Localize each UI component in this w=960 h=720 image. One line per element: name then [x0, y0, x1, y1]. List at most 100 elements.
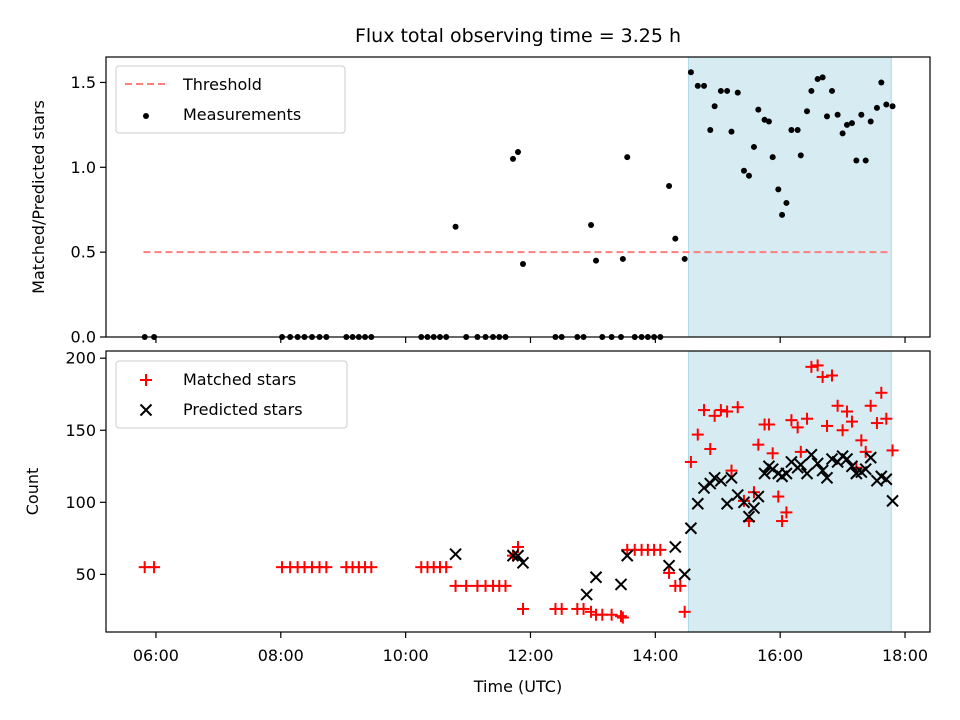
measurement-point [783, 199, 790, 206]
predicted-star-point [747, 501, 761, 515]
legend-matched-marker [140, 374, 152, 386]
predicted-star-point [580, 588, 593, 601]
measurement-point [848, 120, 855, 127]
matched-star-point [731, 401, 744, 414]
matched-star-point [864, 399, 877, 412]
legend-predicted-swatch [139, 403, 153, 417]
legend-threshold-label: Threshold [182, 75, 262, 94]
predicted-star-point [678, 568, 691, 581]
predicted-star-point [742, 510, 756, 523]
measurement-point [740, 167, 747, 174]
measurement-point [794, 126, 801, 133]
matched-star-point [791, 421, 804, 434]
matched-star-point [320, 561, 333, 574]
predicted-star-point [714, 474, 728, 487]
predicted-star-point [511, 549, 525, 562]
matched-star-point [805, 360, 818, 373]
predicted-star-point [516, 556, 530, 570]
matched-star-point [845, 415, 858, 428]
matched-star-point [708, 409, 721, 422]
measurement-point [750, 143, 757, 150]
matched-star-point [555, 602, 568, 615]
top-x-ticks [155, 337, 906, 343]
bottom-x-ticks: 06:00 08:00 10:00 12:00 14:00 16:00 18:00 [133, 632, 928, 665]
matched-star-point [663, 566, 676, 579]
measurement-point [779, 211, 786, 218]
x-tick-label: 06:00 [133, 646, 179, 665]
matched-star-point [794, 445, 807, 458]
measurement-point [878, 79, 885, 86]
y-tick-label: 1.5 [71, 73, 96, 92]
matched-star-point [825, 369, 838, 382]
matched-star-point [654, 543, 667, 556]
matched-star-point [516, 602, 529, 615]
measurement-point [681, 255, 688, 262]
matched-star-point [449, 579, 462, 592]
predicted-star-point [506, 549, 520, 562]
x-tick-label: 16:00 [757, 646, 803, 665]
x-tick-label: 10:00 [383, 646, 429, 665]
matched-star-point [880, 412, 893, 425]
measurement-point [672, 235, 679, 242]
predicted-star-point [589, 571, 603, 584]
predicted-star-point [708, 471, 721, 485]
measurement-point [843, 121, 850, 128]
measurement-point [687, 69, 694, 76]
legend-matched-swatch [140, 374, 152, 386]
y-tick-label: 0.0 [71, 328, 96, 347]
matched-star-point [811, 359, 824, 372]
matched-star-point [440, 561, 453, 574]
predicted-star-point [780, 467, 793, 480]
matched-star-point [725, 464, 738, 477]
measurement-point [788, 126, 795, 133]
measurement-point [765, 118, 772, 125]
top-legend: Threshold Measurements [115, 65, 346, 134]
predicted-star-point [752, 490, 765, 503]
measurement-point [889, 103, 896, 110]
measurement-point [724, 87, 731, 94]
predicted-star-point [621, 549, 634, 562]
top-panel: 0.0 0.5 1.0 1.5 Matched/Predicted stars Thr… [29, 56, 931, 347]
legend-predicted-label: Predicted stars [183, 400, 303, 419]
measurement-points [141, 69, 896, 340]
matched-star-point [870, 417, 883, 430]
matched-star-point [365, 561, 378, 574]
bottom-y-ticks: 50 100 150 200 [65, 349, 106, 584]
matched-star-point [752, 438, 765, 451]
measurement-point [717, 87, 724, 94]
measurement-point [666, 182, 673, 189]
matched-star-point [698, 404, 711, 417]
matched-star-point [499, 579, 512, 592]
matched-star-point [674, 579, 687, 592]
matched-star-point [875, 386, 888, 399]
measurement-point [873, 104, 880, 111]
predicted-star-point [811, 457, 824, 470]
matched-star-point [836, 424, 849, 437]
matched-star-point [840, 405, 853, 418]
measurement-point [624, 154, 631, 161]
y-tick-label: 100 [65, 493, 96, 512]
matched-star-point [762, 418, 775, 431]
predicted-star-point [820, 471, 834, 485]
matched-star-point [780, 506, 793, 519]
predicted-star-point [805, 448, 818, 461]
predicted-star-point [449, 547, 462, 561]
predicted-star-point [737, 496, 751, 509]
measurement-point [858, 111, 865, 118]
chart-title: Flux total observing time = 3.25 h [355, 25, 681, 47]
matched-star-point [704, 442, 717, 455]
matched-star-point [816, 370, 829, 383]
y-tick-label: 200 [65, 349, 96, 368]
matched-star-point [886, 444, 899, 457]
matched-star-point [801, 412, 814, 425]
x-tick-label: 18:00 [882, 646, 928, 665]
predicted-star-point [720, 497, 734, 510]
matched-star-point [821, 419, 833, 432]
measurement-point [694, 82, 701, 89]
predicted-star-point [800, 467, 814, 480]
matched-star-point [684, 455, 697, 468]
measurement-point [707, 126, 714, 133]
measurement-point [797, 152, 804, 159]
predicted-star-point [886, 494, 899, 508]
